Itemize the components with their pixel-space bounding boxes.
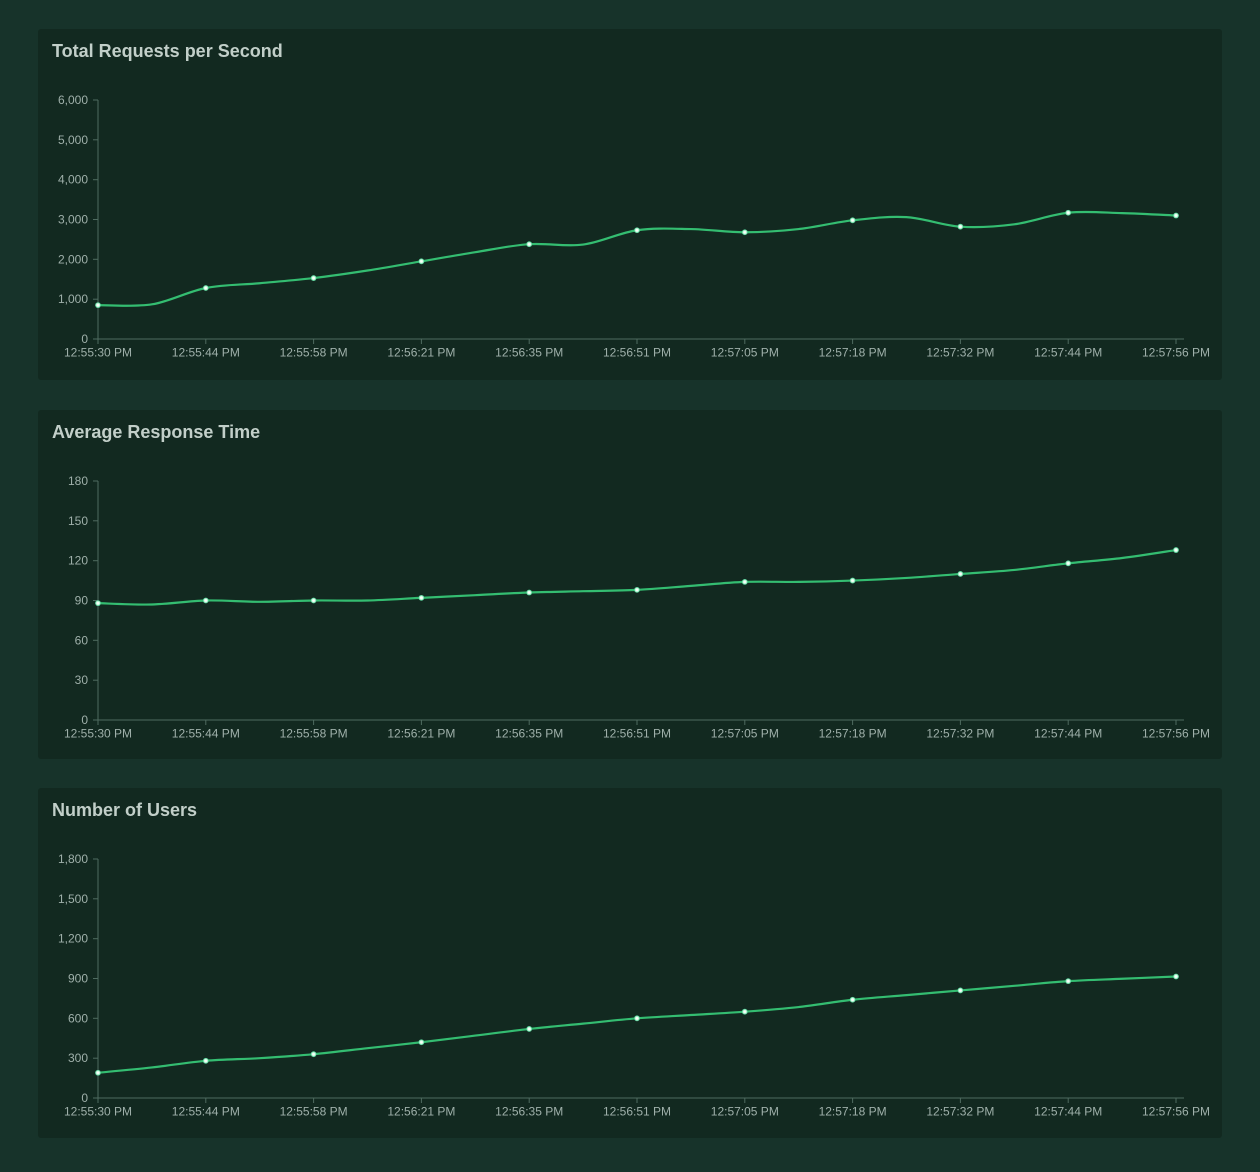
svg-text:12:56:35 PM: 12:56:35 PM xyxy=(495,1105,563,1119)
svg-text:150: 150 xyxy=(68,514,88,528)
svg-text:12:55:58 PM: 12:55:58 PM xyxy=(280,727,348,741)
svg-text:5,000: 5,000 xyxy=(58,133,88,147)
svg-text:12:56:21 PM: 12:56:21 PM xyxy=(387,727,455,741)
svg-text:120: 120 xyxy=(68,554,88,568)
svg-text:30: 30 xyxy=(75,673,89,687)
svg-text:12:55:44 PM: 12:55:44 PM xyxy=(172,727,240,741)
svg-text:12:57:44 PM: 12:57:44 PM xyxy=(1034,1105,1102,1119)
svg-text:12:57:44 PM: 12:57:44 PM xyxy=(1034,346,1102,360)
svg-text:12:56:21 PM: 12:56:21 PM xyxy=(387,1105,455,1119)
svg-text:1,500: 1,500 xyxy=(58,892,88,906)
svg-text:6,000: 6,000 xyxy=(58,93,88,107)
svg-text:12:56:51 PM: 12:56:51 PM xyxy=(603,1105,671,1119)
svg-text:300: 300 xyxy=(68,1051,88,1065)
svg-text:12:57:32 PM: 12:57:32 PM xyxy=(926,346,994,360)
svg-text:12:56:35 PM: 12:56:35 PM xyxy=(495,727,563,741)
svg-text:12:57:56 PM: 12:57:56 PM xyxy=(1142,727,1210,741)
svg-text:0: 0 xyxy=(81,1091,88,1105)
svg-text:12:55:58 PM: 12:55:58 PM xyxy=(280,346,348,360)
svg-text:12:57:44 PM: 12:57:44 PM xyxy=(1034,727,1102,741)
svg-text:12:57:05 PM: 12:57:05 PM xyxy=(711,1105,779,1119)
svg-text:600: 600 xyxy=(68,1011,88,1025)
svg-text:12:57:56 PM: 12:57:56 PM xyxy=(1142,1105,1210,1119)
svg-text:1,800: 1,800 xyxy=(58,852,88,866)
svg-text:180: 180 xyxy=(68,474,88,488)
svg-text:12:57:56 PM: 12:57:56 PM xyxy=(1142,346,1210,360)
svg-text:0: 0 xyxy=(81,713,88,727)
svg-text:12:55:30 PM: 12:55:30 PM xyxy=(64,346,132,360)
svg-text:12:56:51 PM: 12:56:51 PM xyxy=(603,727,671,741)
svg-text:12:55:44 PM: 12:55:44 PM xyxy=(172,346,240,360)
svg-text:12:55:44 PM: 12:55:44 PM xyxy=(172,1105,240,1119)
svg-text:60: 60 xyxy=(75,633,89,647)
svg-text:4,000: 4,000 xyxy=(58,173,88,187)
svg-text:900: 900 xyxy=(68,972,88,986)
svg-text:2,000: 2,000 xyxy=(58,252,88,266)
svg-text:0: 0 xyxy=(81,332,88,346)
svg-text:12:57:05 PM: 12:57:05 PM xyxy=(711,346,779,360)
svg-text:12:57:18 PM: 12:57:18 PM xyxy=(819,346,887,360)
svg-text:12:55:30 PM: 12:55:30 PM xyxy=(64,727,132,741)
svg-text:12:56:35 PM: 12:56:35 PM xyxy=(495,346,563,360)
svg-text:12:57:05 PM: 12:57:05 PM xyxy=(711,727,779,741)
svg-text:90: 90 xyxy=(75,594,89,608)
svg-text:12:57:18 PM: 12:57:18 PM xyxy=(819,1105,887,1119)
svg-text:12:57:18 PM: 12:57:18 PM xyxy=(819,727,887,741)
svg-text:3,000: 3,000 xyxy=(58,213,88,227)
svg-text:1,200: 1,200 xyxy=(58,932,88,946)
svg-text:1,000: 1,000 xyxy=(58,292,88,306)
svg-text:12:55:58 PM: 12:55:58 PM xyxy=(280,1105,348,1119)
svg-text:12:57:32 PM: 12:57:32 PM xyxy=(926,727,994,741)
svg-text:12:55:30 PM: 12:55:30 PM xyxy=(64,1105,132,1119)
svg-text:12:56:51 PM: 12:56:51 PM xyxy=(603,346,671,360)
svg-text:12:57:32 PM: 12:57:32 PM xyxy=(926,1105,994,1119)
svg-text:12:56:21 PM: 12:56:21 PM xyxy=(387,346,455,360)
